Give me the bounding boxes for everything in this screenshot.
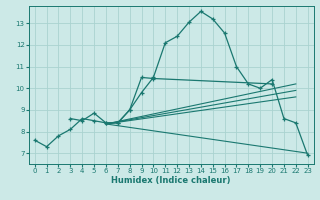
X-axis label: Humidex (Indice chaleur): Humidex (Indice chaleur) [111, 176, 231, 185]
